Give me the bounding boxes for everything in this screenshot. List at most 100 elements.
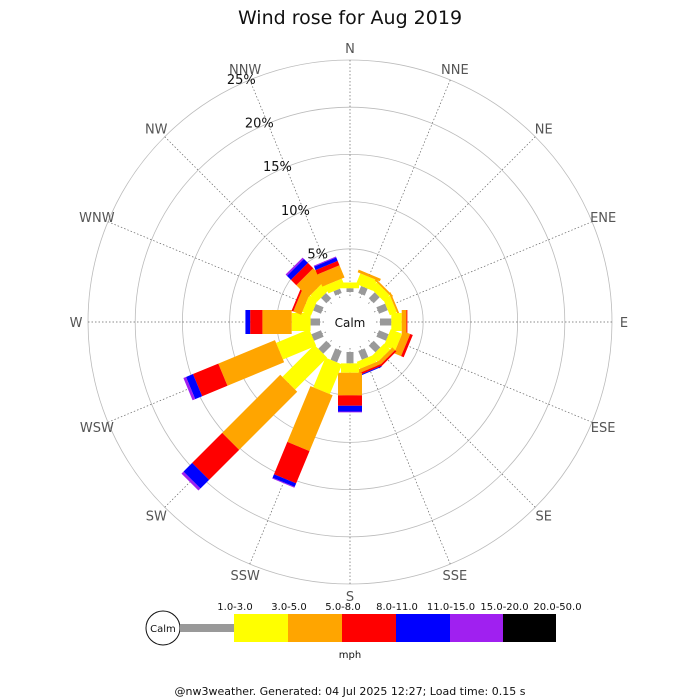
grid-ring [229, 201, 471, 443]
direction-label-ne: NE [535, 122, 553, 137]
bar-nnw-2 [317, 265, 345, 287]
bar-se-0 [368, 340, 381, 353]
direction-label-se: SE [536, 510, 552, 525]
wind-bars [181, 256, 413, 491]
calm-circle [324, 296, 376, 348]
bar-s-5 [338, 411, 362, 413]
bar-wnw-3 [291, 288, 303, 312]
bar-ssw-2 [287, 386, 333, 452]
bar-nw-0 [320, 292, 332, 304]
bar-wsw-4 [185, 374, 203, 400]
grid-spoke [359, 79, 451, 299]
direction-label-e: E [620, 316, 628, 331]
bar-n-1 [341, 282, 359, 289]
bar-ese-2 [394, 331, 411, 357]
bar-ssw-5 [272, 477, 295, 488]
bar-e-1 [391, 313, 402, 331]
bar-e-2 [401, 310, 407, 334]
legend-swatch-3 [342, 614, 396, 642]
bar-ssw-3 [273, 441, 310, 484]
bar-w-1 [291, 313, 311, 331]
legend-units: mph [339, 650, 361, 661]
legend-bin-label: 20.0-50.0 [533, 602, 581, 613]
legend-bin-label: 11.0-15.0 [427, 602, 475, 613]
bar-ssw-4 [272, 474, 297, 487]
bar-sw-2 [222, 374, 298, 450]
bar-ene-0 [376, 303, 388, 314]
bar-nnw-4 [314, 257, 338, 271]
bar-s-4 [338, 405, 362, 412]
bar-wnw-0 [313, 304, 324, 314]
grid-ring [181, 153, 519, 491]
bar-s-3 [338, 395, 362, 406]
bar-ne-0 [368, 292, 380, 304]
legend-swatch-1 [234, 614, 288, 642]
bar-se-1 [371, 343, 391, 363]
calm-label: Calm [335, 316, 366, 330]
direction-label-wnw: WNW [79, 211, 115, 226]
legend-swatch-5 [450, 614, 503, 642]
radial-tick-label: 25% [227, 73, 256, 88]
grid-spoke [373, 331, 593, 423]
grid-ring [134, 106, 566, 538]
speed-legend: Calm 1.0-3.0 3.0-5.0 5.0-8.0 8.0-11.0 11.0-15… [145, 602, 582, 646]
bar-wsw-1 [276, 329, 317, 360]
bar-wsw-3 [192, 363, 228, 397]
bar-s-0 [346, 352, 354, 364]
bar-sse-2 [356, 360, 381, 374]
grid-spoke [368, 340, 536, 508]
footer-text: @nw3weather. Generated: 04 Jul 2025 12:2… [175, 685, 526, 698]
bar-s-1 [341, 363, 359, 373]
bar-ese-0 [376, 330, 389, 341]
direction-label-ese: ESE [591, 421, 616, 436]
legend-bin-label: 15.0-20.0 [480, 602, 528, 613]
bar-nne-2 [357, 269, 381, 282]
legend-bin-label: 3.0-5.0 [271, 602, 306, 613]
bar-wsw-5 [183, 376, 196, 401]
bar-ene-1 [382, 295, 397, 316]
bar-sw-0 [318, 340, 332, 354]
bar-sw-4 [183, 462, 210, 489]
bar-nw-4 [286, 258, 308, 280]
calm-center: Calm [324, 296, 376, 348]
legend-bin-label: 8.0-11.0 [376, 602, 418, 613]
bar-s-2 [338, 372, 362, 396]
grid-spoke [373, 221, 593, 313]
bar-wnw-1 [302, 295, 318, 316]
bar-nw-5 [285, 257, 304, 276]
legend-bin-label: 1.0-3.0 [217, 602, 252, 613]
bar-wsw-0 [311, 330, 324, 341]
direction-label-sse: SSE [442, 569, 467, 584]
bar-ese-3 [401, 333, 413, 358]
direction-labels: N NNE NE ENE E ESE SE SSE S SSW SW WSW W WNW NW NNW [70, 42, 629, 605]
legend-swatch-0 [180, 624, 234, 632]
bar-w-2 [262, 310, 292, 334]
direction-label-ssw: SSW [230, 569, 260, 584]
bar-sse-3 [358, 364, 382, 376]
direction-label-nw: NW [145, 122, 168, 137]
grid-spoke [368, 136, 536, 304]
direction-label-n: N [345, 42, 355, 57]
bar-nnw-1 [325, 278, 346, 294]
radial-tick-labels: 5% 10% 15% 20% 25% [227, 73, 328, 262]
bar-wsw-2 [218, 340, 285, 386]
bar-nnw-5 [313, 256, 337, 267]
bar-se-3 [378, 350, 397, 369]
bar-n-0 [346, 288, 354, 292]
bar-sw-3 [192, 432, 240, 480]
bar-e-0 [380, 318, 392, 326]
direction-label-w: W [70, 316, 83, 331]
direction-label-nnw: NNW [229, 63, 261, 78]
legend-bin-label: 5.0-8.0 [325, 602, 360, 613]
bar-sse-4 [359, 366, 382, 377]
bar-se-2 [375, 347, 396, 368]
direction-label-nne: NNE [441, 63, 469, 78]
grid-spoke [359, 345, 451, 565]
legend-swatch-4 [396, 614, 450, 642]
bar-w-0 [310, 318, 320, 326]
bar-nw-1 [310, 282, 330, 302]
radial-tick-label: 5% [307, 247, 328, 262]
bar-wnw-2 [293, 289, 311, 315]
bar-sse-1 [356, 354, 377, 369]
